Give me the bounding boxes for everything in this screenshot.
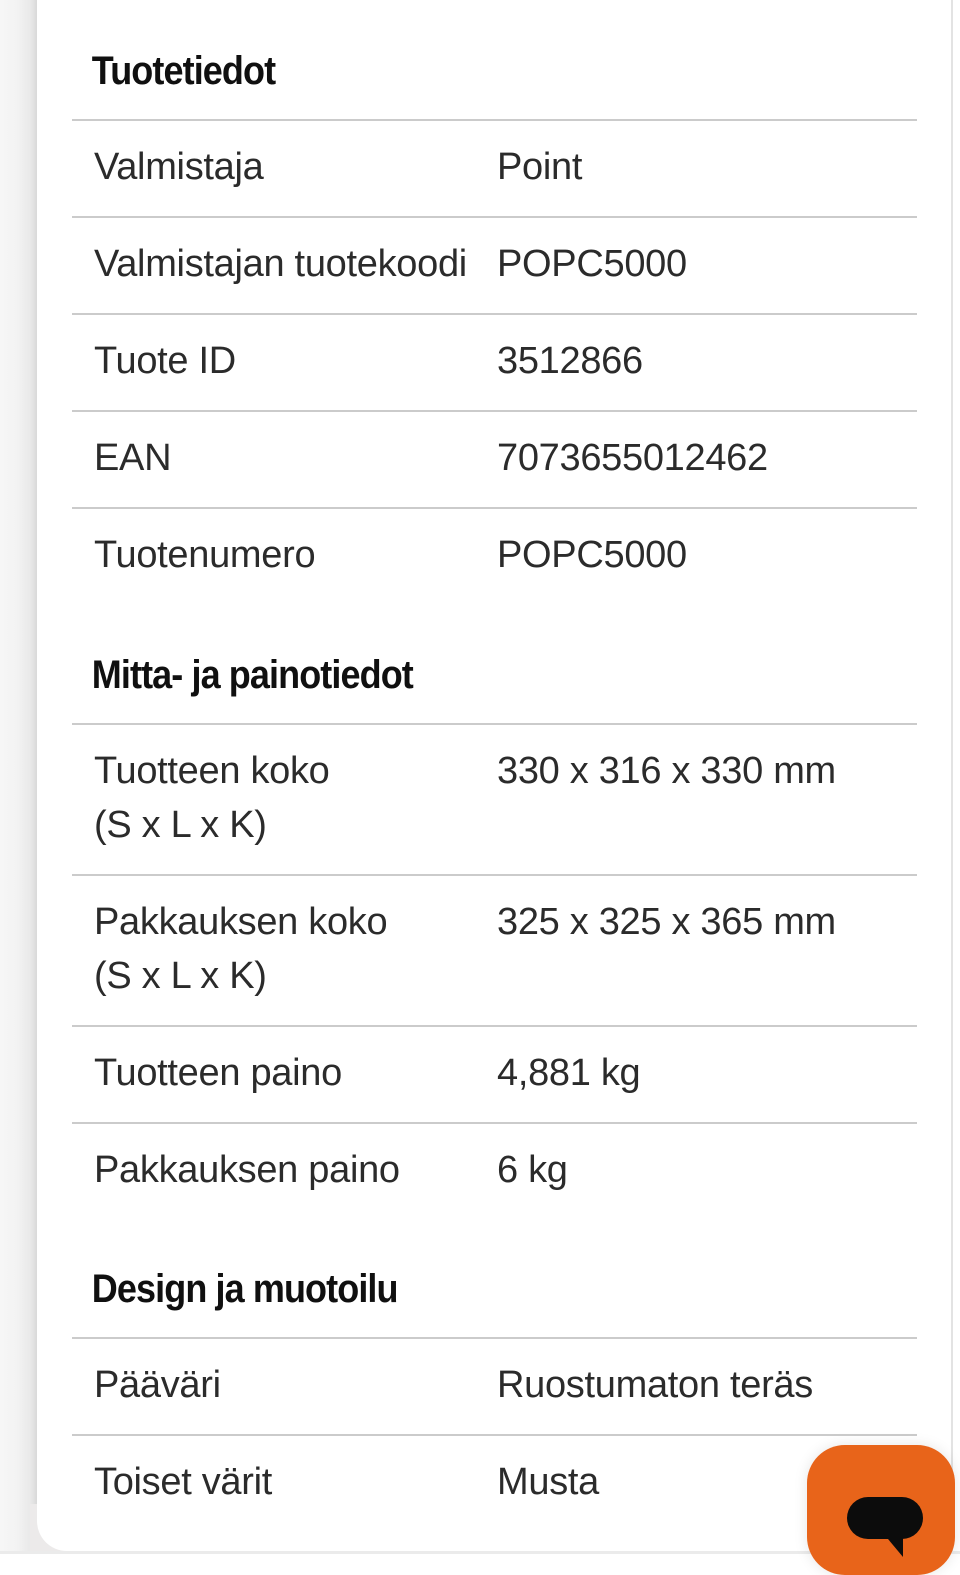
spec-label: Valmistajan tuotekoodi xyxy=(94,242,467,285)
section-product-info: Tuotetiedot Valmistaja Point Valmistajan… xyxy=(72,48,917,604)
spec-label: Tuotteen koko (S x L x K) xyxy=(94,749,330,846)
section-dimensions-weight: Mitta- ja painotiedot Tuotteen koko (S x… xyxy=(72,652,917,1219)
spec-value: Point xyxy=(497,146,583,188)
spec-label: Pakkauksen koko (S x L x K) xyxy=(94,900,388,997)
spec-value: 330 x 316 x 330 mm xyxy=(497,749,836,792)
spec-label: Pääväri xyxy=(94,1364,221,1407)
spec-row-tuotteen-koko: Tuotteen koko (S x L x K) 330 x 316 x 33… xyxy=(72,722,917,874)
spec-value: Ruostumaton teräs xyxy=(497,1364,813,1407)
spec-value: 325 x 325 x 365 mm xyxy=(497,900,836,943)
spec-label: Pakkauksen paino xyxy=(94,1148,400,1191)
chat-bubble-tail-icon xyxy=(883,1533,903,1557)
spec-label: EAN xyxy=(94,436,172,479)
spec-row-pakkauksen-paino: Pakkauksen paino 6 kg xyxy=(72,1121,917,1219)
section-title-dimensions-weight: Mitta- ja painotiedot xyxy=(91,652,414,697)
product-details-content: Tuotetiedot Valmistaja Point Valmistajan… xyxy=(72,0,917,1531)
spec-value: 7073655012462 xyxy=(497,436,768,479)
section-title-product-info: Tuotetiedot xyxy=(91,49,276,93)
spec-value: 6 kg xyxy=(497,1148,568,1191)
spec-row-tuotteen-paino: Tuotteen paino 4,881 kg xyxy=(72,1024,917,1122)
spec-value: POPC5000 xyxy=(497,242,687,285)
page-bottom-background xyxy=(0,1551,960,1554)
spec-value: Musta xyxy=(497,1461,599,1504)
chat-button[interactable] xyxy=(807,1445,955,1575)
spec-value: 4,881 kg xyxy=(497,1051,641,1094)
section-design: Design ja muotoilu Pääväri Ruostumaton t… xyxy=(72,1266,917,1531)
spec-label: Toiset värit xyxy=(94,1461,273,1504)
spec-label: Valmistaja xyxy=(94,146,264,188)
spec-label: Tuotteen paino xyxy=(94,1051,342,1094)
chat-bubble-icon xyxy=(847,1497,923,1539)
spec-value: POPC5000 xyxy=(497,533,687,576)
spec-value: 3512866 xyxy=(497,339,643,382)
page-edge-background xyxy=(0,0,37,1554)
section-title-design: Design ja muotoilu xyxy=(91,1267,399,1312)
spec-row-ean: EAN 7073655012462 xyxy=(72,409,917,507)
spec-row-toiset-varit: Toiset värit Musta xyxy=(72,1434,917,1531)
product-details-sheet: Tuotetiedot Valmistaja Point Valmistajan… xyxy=(37,0,953,1551)
spec-row-tuote-id: Tuote ID 3512866 xyxy=(72,312,917,410)
spec-row-paavari: Pääväri Ruostumaton teräs xyxy=(72,1337,917,1434)
spec-row-tuotenumero: Tuotenumero POPC5000 xyxy=(72,506,917,604)
spec-row-pakkauksen-koko: Pakkauksen koko (S x L x K) 325 x 325 x … xyxy=(72,873,917,1025)
spec-row-valmistaja: Valmistaja Point xyxy=(72,119,917,216)
spec-label: Tuotenumero xyxy=(94,533,316,576)
spec-row-valmistajan-tuotekoodi: Valmistajan tuotekoodi POPC5000 xyxy=(72,215,917,313)
spec-label: Tuote ID xyxy=(94,339,236,382)
